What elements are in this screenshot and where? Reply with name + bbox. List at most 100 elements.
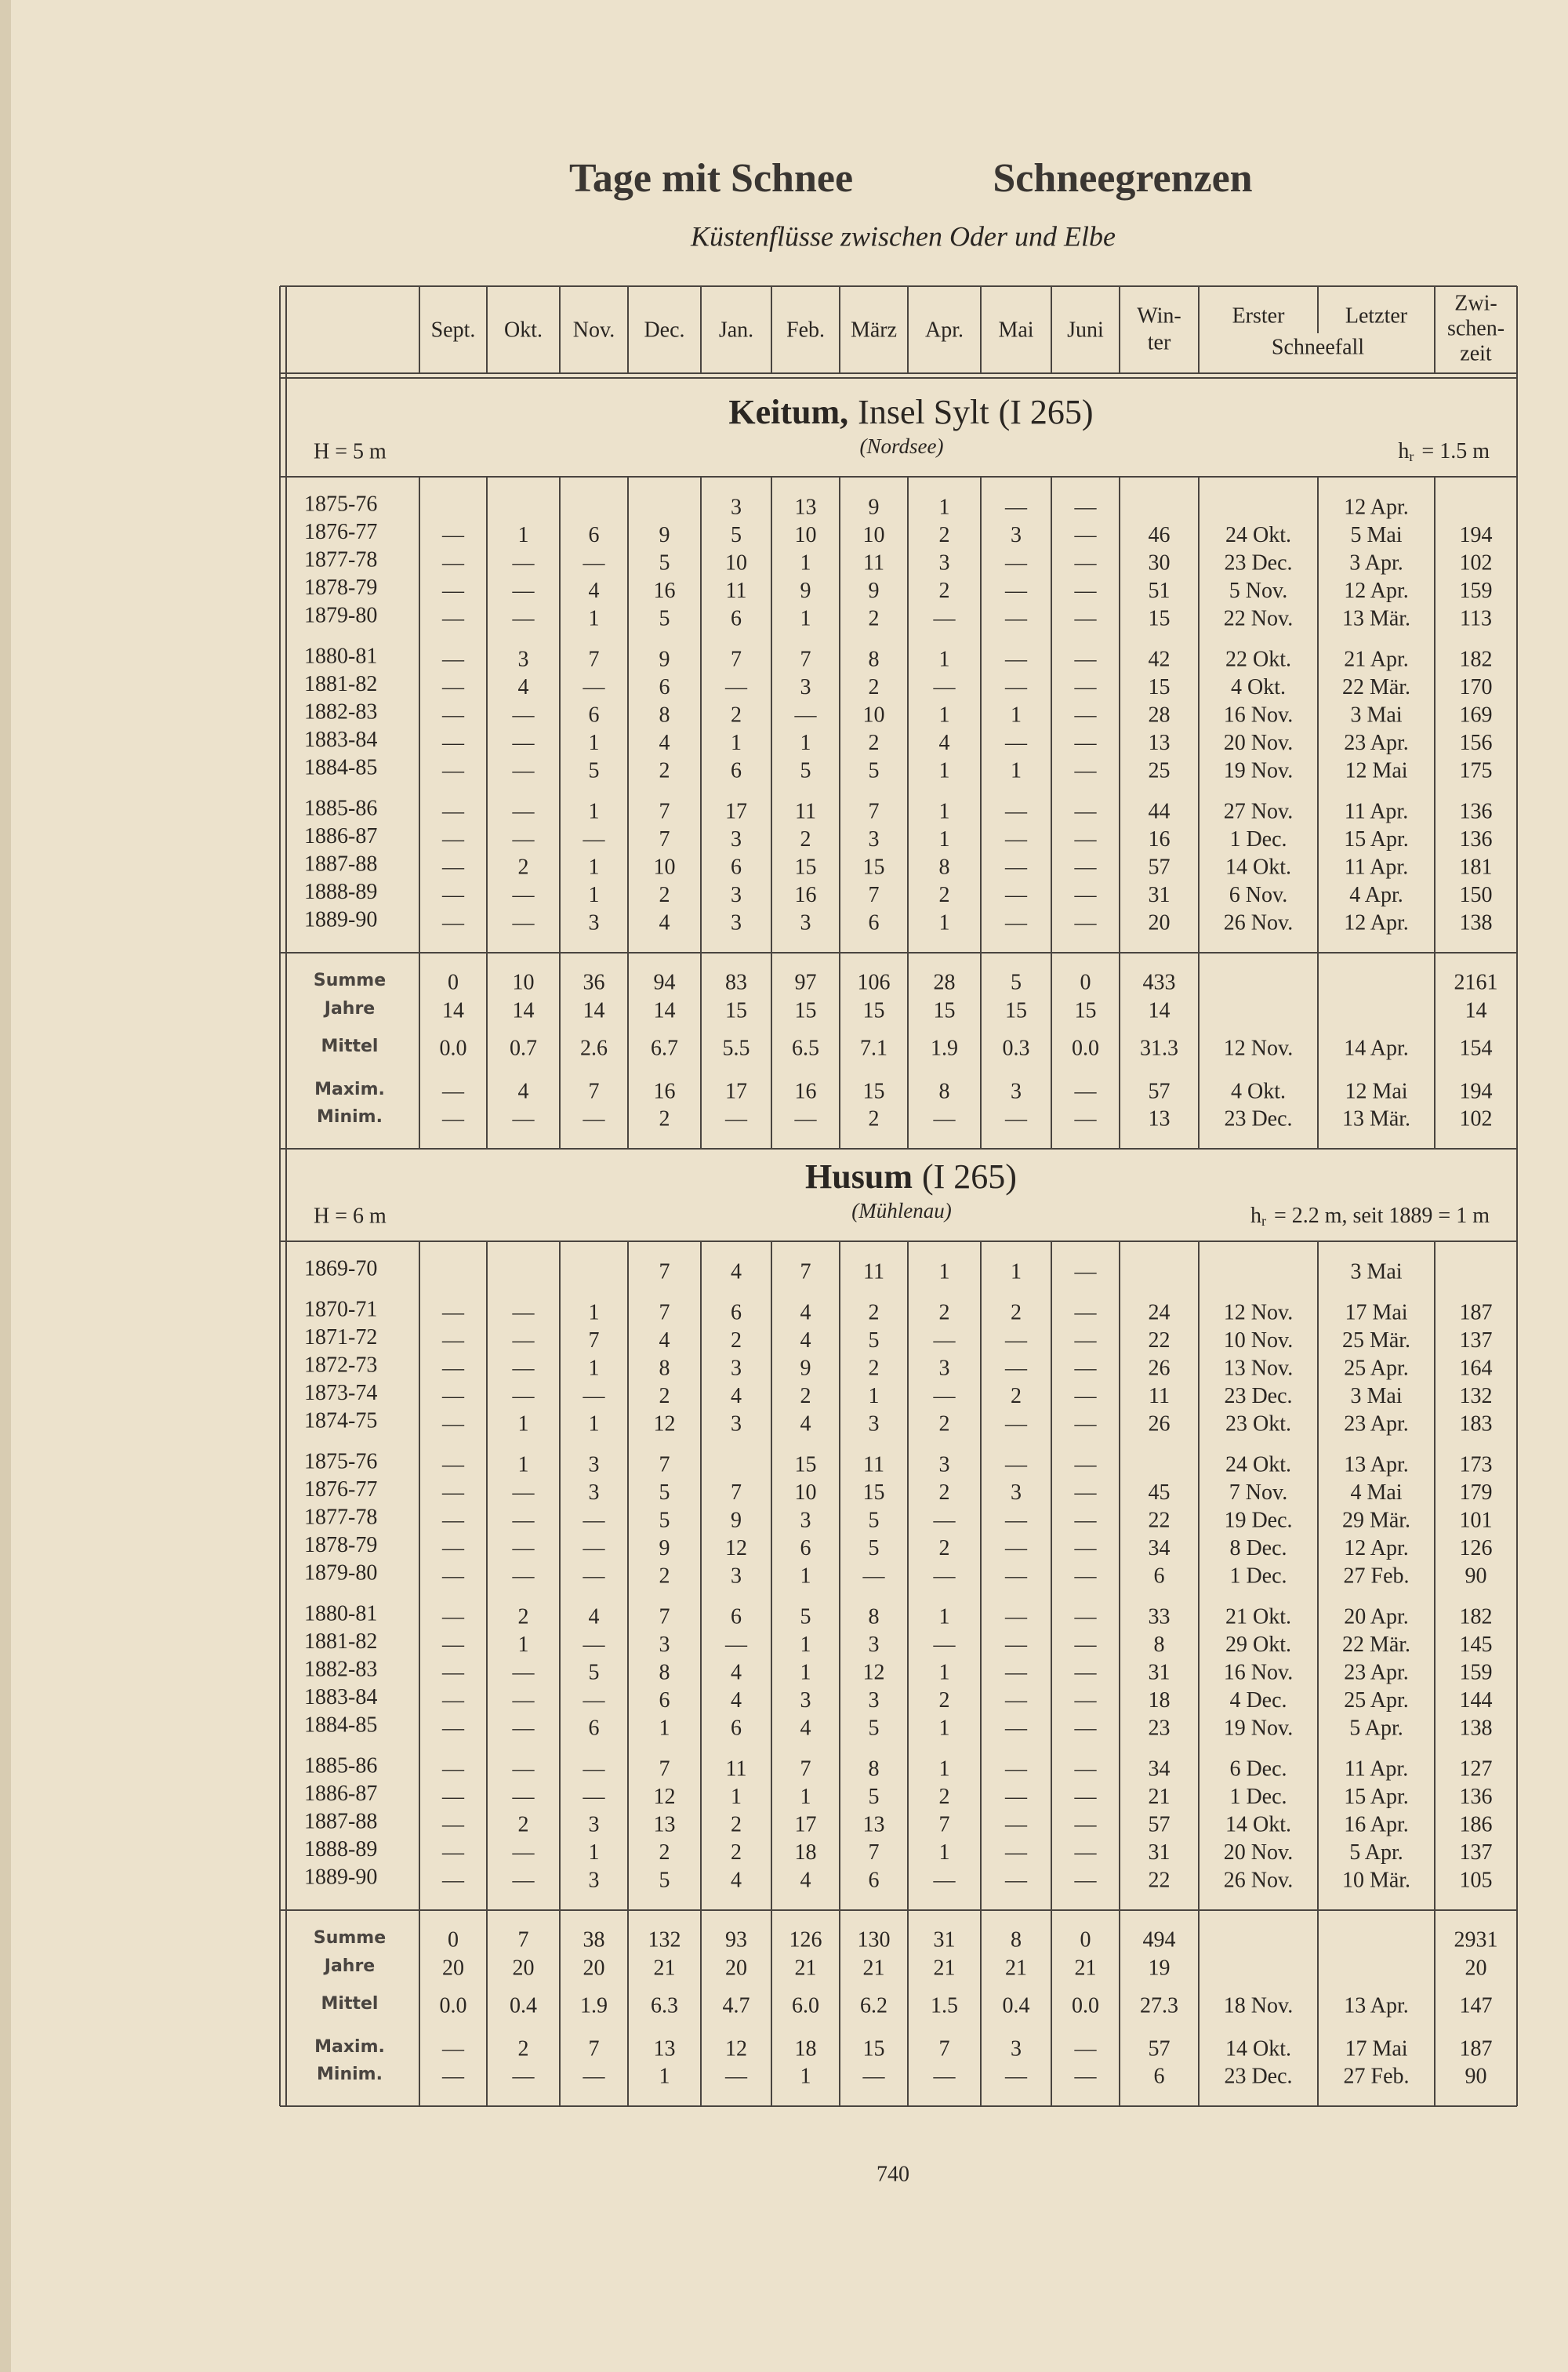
cell: — bbox=[1074, 523, 1098, 547]
column-header: Apr. bbox=[925, 318, 964, 342]
row-label: 1876-77 bbox=[304, 520, 377, 544]
cell: 12 Nov. bbox=[1224, 1300, 1293, 1324]
cell: 21 bbox=[934, 1956, 956, 1980]
cell: — bbox=[1074, 675, 1098, 699]
cell: 2 bbox=[800, 1384, 811, 1408]
cell: — bbox=[1004, 1564, 1028, 1588]
cell: 8 bbox=[869, 1756, 880, 1781]
cell: 6 bbox=[731, 855, 742, 879]
cell: 15 Apr. bbox=[1344, 1785, 1408, 1809]
station-hr: hr = 2.2 m, seit 1889 = 1 m bbox=[1250, 1204, 1490, 1229]
row-label: 1886-87 bbox=[304, 1782, 377, 1806]
cell: 3 bbox=[731, 883, 742, 907]
cell: — bbox=[441, 523, 465, 547]
row-label: 1876-77 bbox=[304, 1477, 377, 1502]
cell: 19 Nov. bbox=[1224, 1716, 1293, 1740]
station-height: H = 5 m bbox=[314, 439, 387, 463]
cell: 102 bbox=[1460, 1106, 1493, 1131]
row-label: 1875-76 bbox=[304, 492, 377, 516]
cell: — bbox=[583, 1536, 606, 1560]
cell: 2 bbox=[659, 1106, 670, 1131]
cell: 12 Apr. bbox=[1344, 1536, 1408, 1560]
cell: 7 bbox=[800, 1259, 811, 1284]
column-header: Nov. bbox=[573, 318, 615, 342]
cell: 38 bbox=[583, 1927, 605, 1952]
cell: 1 bbox=[589, 855, 600, 879]
cell: — bbox=[441, 1633, 465, 1657]
page-edge bbox=[0, 0, 11, 2372]
cell: 11 Apr. bbox=[1345, 799, 1408, 823]
cell: — bbox=[1074, 1356, 1098, 1380]
cell: 11 bbox=[726, 1756, 747, 1781]
cell: 16 bbox=[1149, 827, 1171, 852]
cell: — bbox=[933, 1564, 956, 1588]
cell: 18 bbox=[795, 2036, 817, 2061]
cell: 1 Dec. bbox=[1229, 827, 1287, 852]
cell: 11 bbox=[1149, 1384, 1170, 1408]
cell: 36 bbox=[583, 970, 605, 994]
cell: — bbox=[441, 647, 465, 671]
cell: 101 bbox=[1460, 1508, 1493, 1532]
row-label: 1878-79 bbox=[304, 1533, 377, 1557]
cell: — bbox=[1004, 1688, 1028, 1713]
cell: 3 bbox=[1011, 1480, 1022, 1505]
cell: 6 bbox=[731, 1300, 742, 1324]
cell: 136 bbox=[1460, 799, 1493, 823]
row-label: 1870-71 bbox=[304, 1297, 377, 1321]
cell: 5 bbox=[659, 1868, 670, 1892]
cell: 2 bbox=[939, 523, 950, 547]
cell: — bbox=[512, 579, 535, 603]
cell: — bbox=[441, 550, 465, 575]
cell: 181 bbox=[1460, 855, 1493, 879]
cell: 3 bbox=[939, 1452, 950, 1477]
cell: 4 bbox=[800, 1300, 811, 1324]
cell: 14 bbox=[513, 998, 535, 1023]
cell: 5 bbox=[800, 758, 811, 783]
cell: — bbox=[441, 731, 465, 755]
cell: — bbox=[862, 1564, 886, 1588]
cell: 90 bbox=[1465, 1564, 1487, 1588]
cell: 22 Okt. bbox=[1225, 647, 1291, 671]
cell: 22 Nov. bbox=[1224, 606, 1293, 630]
cell: 1 bbox=[800, 606, 811, 630]
cell: 169 bbox=[1460, 703, 1493, 727]
cell: 102 bbox=[1460, 550, 1493, 575]
row-label: 1889-90 bbox=[304, 1865, 377, 1889]
cell: 22 Mär. bbox=[1342, 1633, 1410, 1657]
cell: 9 bbox=[731, 1508, 742, 1532]
cell: — bbox=[441, 1328, 465, 1353]
cell: 11 bbox=[863, 1452, 884, 1477]
cell: — bbox=[933, 1384, 956, 1408]
cell: — bbox=[933, 1328, 956, 1353]
cell: 182 bbox=[1460, 647, 1493, 671]
summary-label: Summe bbox=[314, 1928, 386, 1948]
cell: — bbox=[512, 731, 535, 755]
cell: 16 Nov. bbox=[1224, 1660, 1293, 1684]
cell: 1 bbox=[1011, 1259, 1022, 1284]
cell: — bbox=[441, 883, 465, 907]
cell: 7 bbox=[731, 1480, 742, 1505]
cell: — bbox=[441, 1508, 465, 1532]
station-name: Keitum, bbox=[728, 393, 848, 431]
cell: 20 bbox=[1149, 910, 1171, 935]
cell: 154 bbox=[1460, 1036, 1493, 1060]
cell: 21 bbox=[795, 1956, 817, 1980]
cell: 30 bbox=[1149, 550, 1171, 575]
cell: 15 bbox=[863, 1480, 885, 1505]
cell: 2 bbox=[939, 1536, 950, 1560]
cell: — bbox=[1074, 1688, 1098, 1713]
cell: 3 bbox=[659, 1633, 670, 1657]
cell: 164 bbox=[1460, 1356, 1493, 1380]
cell: 2 bbox=[518, 1812, 529, 1836]
cell: 27.3 bbox=[1140, 1993, 1178, 2018]
cell: 3 Mai bbox=[1350, 703, 1402, 727]
cell: — bbox=[512, 1756, 535, 1781]
cell: — bbox=[1074, 1384, 1098, 1408]
cell: — bbox=[441, 2036, 465, 2061]
cell: 11 bbox=[726, 579, 747, 603]
cell: — bbox=[441, 1106, 465, 1131]
cell: — bbox=[441, 1840, 465, 1865]
cell: 28 bbox=[934, 970, 956, 994]
cell: 3 bbox=[589, 1868, 600, 1892]
cell: — bbox=[441, 1688, 465, 1713]
